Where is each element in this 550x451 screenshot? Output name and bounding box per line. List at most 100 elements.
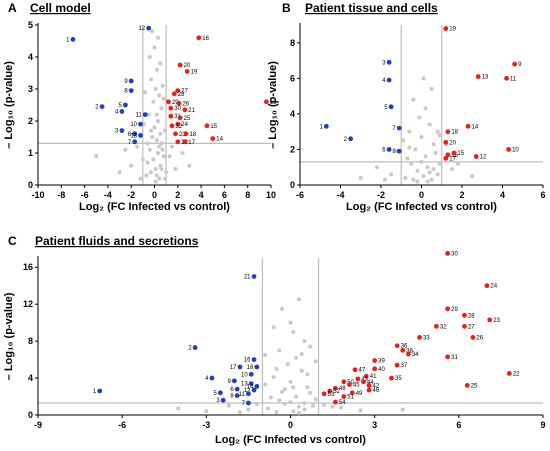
ns-point — [308, 390, 313, 395]
down-point-label: 3 — [382, 60, 386, 66]
down-point-label: 14 — [247, 384, 254, 390]
ns-point — [147, 147, 152, 152]
x-tick-label: -4 — [336, 190, 344, 200]
up-point — [445, 354, 451, 360]
down-point-label: 8 — [392, 149, 396, 155]
down-point — [237, 364, 243, 370]
up-point — [504, 75, 509, 81]
up-point-label: 47 — [359, 368, 366, 374]
up-point — [355, 376, 361, 382]
y-tick-label: 0 — [28, 180, 33, 190]
x-tick-label: 6 — [456, 420, 461, 430]
ns-point — [140, 157, 145, 162]
x-tick-label: 2 — [459, 190, 464, 200]
down-point-label: 5 — [119, 103, 123, 109]
ns-point — [433, 151, 438, 155]
up-point — [487, 317, 493, 323]
up-point-label: 10 — [512, 147, 519, 153]
down-point — [138, 121, 143, 127]
up-point-label: 25 — [471, 383, 478, 389]
up-point-label: 20 — [449, 140, 456, 146]
up-point — [445, 250, 451, 256]
up-point-label: 22 — [513, 371, 520, 377]
ns-point — [271, 375, 276, 380]
ns-point — [160, 147, 165, 152]
up-point — [171, 91, 177, 97]
x-tick-label: 3 — [372, 420, 377, 430]
ns-point — [151, 99, 156, 104]
ns-point — [154, 173, 159, 178]
ns-point — [310, 403, 315, 408]
x-tick-label: 10 — [266, 190, 276, 200]
up-point — [352, 367, 358, 373]
ns-point — [339, 405, 343, 410]
ns-point — [155, 151, 160, 155]
down-point-label: 4 — [382, 78, 386, 84]
ns-point — [470, 174, 475, 179]
up-point-label: 27 — [181, 89, 188, 95]
up-point-label: 53 — [328, 392, 335, 398]
up-point-label: 44 — [367, 380, 374, 386]
ns-point — [117, 170, 122, 175]
ns-point — [285, 362, 290, 367]
up-point-label: 29 — [172, 100, 179, 106]
ns-point — [411, 97, 416, 102]
up-point-label: 16 — [451, 153, 458, 159]
y-tick-label: 2 — [290, 144, 295, 154]
ns-point — [431, 167, 436, 171]
ns-point — [135, 144, 140, 149]
ns-point — [296, 404, 301, 409]
up-point — [470, 335, 476, 340]
x-tick-label: -3 — [202, 420, 210, 430]
panel-title: Patient fluids and secretions — [35, 234, 199, 248]
up-point — [168, 105, 174, 111]
ns-point — [277, 348, 282, 353]
up-point — [443, 155, 449, 161]
down-point-label: 6 — [128, 132, 132, 138]
down-point — [231, 378, 237, 384]
up-point — [475, 74, 481, 79]
up-point-label: 45 — [353, 383, 360, 389]
down-point — [132, 139, 138, 145]
ns-point — [291, 329, 296, 334]
down-point-label: 9 — [124, 79, 128, 85]
y-tick-label: 1 — [28, 148, 33, 158]
y-tick-label: 8 — [28, 336, 33, 346]
ns-point — [411, 177, 416, 182]
y-tick-label: 5 — [28, 20, 33, 30]
ns-point — [176, 406, 181, 411]
down-point-label: 6 — [230, 387, 234, 393]
down-point-label: 8 — [124, 89, 128, 95]
up-point-label: 54 — [339, 400, 346, 406]
down-point-label: 16 — [244, 358, 251, 364]
down-point — [323, 123, 329, 129]
ns-point — [157, 93, 162, 98]
ns-point — [421, 174, 426, 179]
down-point — [70, 37, 76, 42]
x-tick-label: -6 — [118, 420, 126, 430]
panel-a: A Cell model-10 -8 -6 -4 -2 0 2 4 6 8 10012345Log₂ … — [3, 1, 277, 213]
ns-point — [423, 106, 428, 111]
down-point — [254, 383, 260, 389]
up-point — [341, 379, 347, 385]
up-point — [177, 115, 183, 121]
ns-point — [308, 344, 313, 349]
y-axis-label: – Log₁₀ (p-value) — [3, 292, 15, 380]
x-tick-label: 8 — [245, 190, 250, 200]
ns-point — [158, 163, 163, 168]
x-tick-label: -10 — [31, 190, 44, 200]
ns-point — [157, 144, 162, 149]
up-point-label: 19 — [449, 27, 456, 33]
down-point-label: 3 — [216, 398, 220, 404]
down-point-label: 13 — [241, 382, 248, 388]
ns-point — [167, 154, 172, 159]
up-point-label: 24 — [490, 284, 497, 290]
down-point — [248, 371, 254, 377]
ns-point — [160, 83, 165, 88]
down-point-label: 8 — [230, 394, 234, 400]
down-point — [119, 128, 125, 134]
ns-point — [158, 131, 163, 136]
down-point — [97, 388, 103, 394]
down-point-label: 5 — [384, 105, 388, 111]
panel-title: Cell model — [30, 1, 91, 15]
